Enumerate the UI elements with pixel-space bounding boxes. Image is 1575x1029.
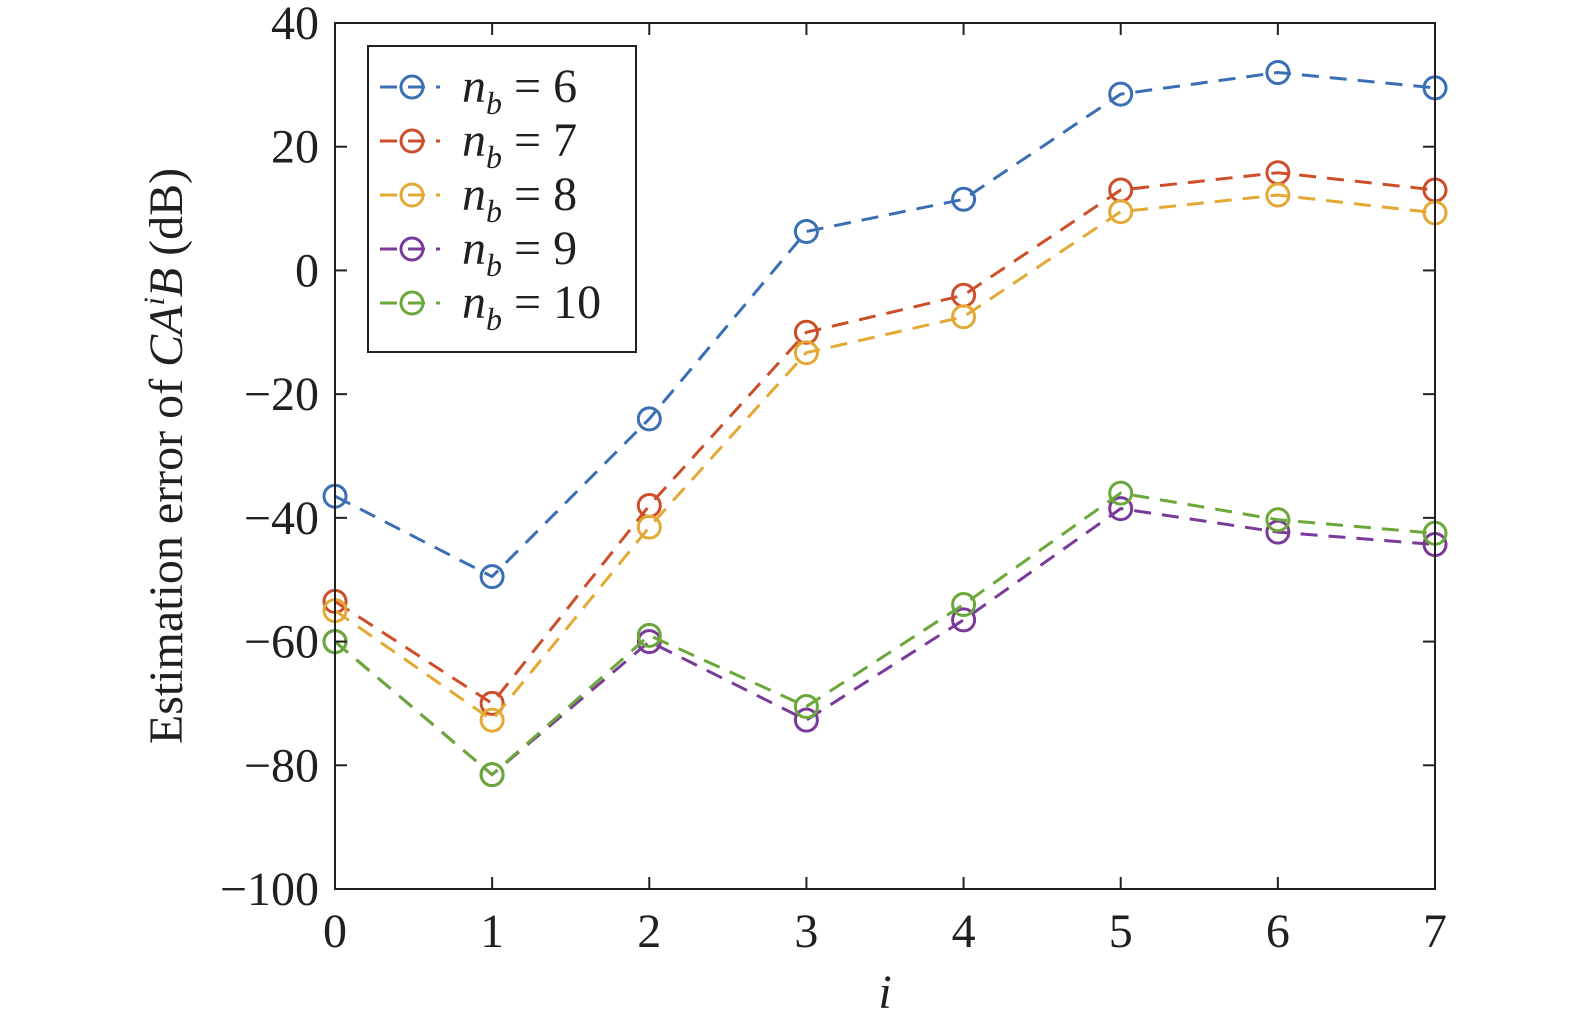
data-point xyxy=(636,406,662,432)
y-axis-label: Estimation error of CAiB (dB) xyxy=(138,168,193,744)
legend: nb = 6nb = 7nb = 8nb = 9nb = 10 xyxy=(367,45,637,353)
data-point xyxy=(951,304,977,330)
x-tick-label: 4 xyxy=(952,905,976,958)
y-axis-label-suffix: (dB) xyxy=(140,168,193,268)
legend-label: nb = 6 xyxy=(462,60,577,121)
data-point xyxy=(951,186,977,212)
legend-marker xyxy=(399,236,425,262)
legend-items: nb = 6nb = 7nb = 8nb = 9nb = 10 xyxy=(380,60,601,337)
y-tick-label: −80 xyxy=(244,739,319,792)
data-point xyxy=(479,762,505,788)
data-point xyxy=(1108,480,1134,506)
legend-label: nb = 8 xyxy=(462,168,577,229)
series-line-0 xyxy=(334,70,1436,579)
y-tick-label: 0 xyxy=(295,244,319,297)
data-point xyxy=(951,282,977,308)
data-point xyxy=(951,607,977,633)
legend-label: nb = 7 xyxy=(462,114,577,175)
y-tick-label: 20 xyxy=(271,121,319,174)
y-axis-label-prefix: Estimation error of xyxy=(140,367,193,744)
legend-item-1: nb = 7 xyxy=(380,114,577,175)
legend-marker xyxy=(399,182,425,208)
x-tick-label: 1 xyxy=(480,905,504,958)
data-point xyxy=(1108,496,1134,522)
data-point xyxy=(636,514,662,540)
x-axis-label: i xyxy=(878,966,891,1019)
y-axis-label-superscript: i xyxy=(138,297,171,305)
legend-item-4: nb = 10 xyxy=(380,276,601,337)
data-point xyxy=(1265,182,1291,208)
data-point xyxy=(793,219,819,244)
series-line-4 xyxy=(334,491,1436,777)
data-point xyxy=(479,707,505,733)
data-point xyxy=(793,340,819,366)
series-4 xyxy=(322,480,1448,788)
y-axis-tick-labels: 40 20 0 −20 −40 −60 −80 −100 xyxy=(220,0,319,916)
y-tick-label: −20 xyxy=(244,368,319,421)
legend-item-2: nb = 8 xyxy=(380,168,577,229)
legend-marker xyxy=(399,128,425,154)
x-tick-label: 0 xyxy=(323,905,347,958)
data-point xyxy=(1265,507,1291,533)
series-line-3 xyxy=(334,507,1436,777)
data-point xyxy=(951,592,977,617)
data-point xyxy=(793,319,819,345)
series-line-1 xyxy=(334,171,1436,706)
y-axis-label-italic-main: CA xyxy=(140,305,193,367)
y-tick-label: −40 xyxy=(244,492,319,545)
legend-label: nb = 10 xyxy=(462,276,601,337)
data-point xyxy=(793,707,819,733)
legend-marker xyxy=(399,290,425,316)
data-point xyxy=(1108,81,1134,107)
legend-item-3: nb = 9 xyxy=(380,222,577,283)
x-axis-tick-labels: 0 1 2 3 4 5 6 7 xyxy=(323,905,1447,958)
series-3 xyxy=(322,496,1448,788)
data-point xyxy=(636,493,662,518)
data-point xyxy=(636,622,662,648)
x-tick-label: 7 xyxy=(1423,905,1447,958)
axis-ticks xyxy=(334,22,1436,890)
legend-marker xyxy=(399,74,425,100)
x-tick-label: 6 xyxy=(1266,905,1290,958)
data-point xyxy=(793,694,819,719)
series-line-2 xyxy=(334,193,1436,723)
x-tick-label: 5 xyxy=(1109,905,1133,958)
y-tick-label: 40 xyxy=(271,0,319,50)
plot-area-border xyxy=(334,22,1436,890)
data-point xyxy=(479,690,505,716)
data-point xyxy=(479,564,505,590)
legend-label: nb = 9 xyxy=(462,222,577,283)
data-point xyxy=(1108,199,1134,225)
y-tick-label: −100 xyxy=(220,863,319,916)
legend-item-0: nb = 6 xyxy=(380,60,577,121)
y-axis-label-italic-tail: B xyxy=(140,268,193,297)
y-tick-label: −60 xyxy=(244,616,319,669)
data-point xyxy=(1265,60,1291,85)
x-tick-label: 2 xyxy=(637,905,661,958)
x-tick-label: 3 xyxy=(794,905,818,958)
